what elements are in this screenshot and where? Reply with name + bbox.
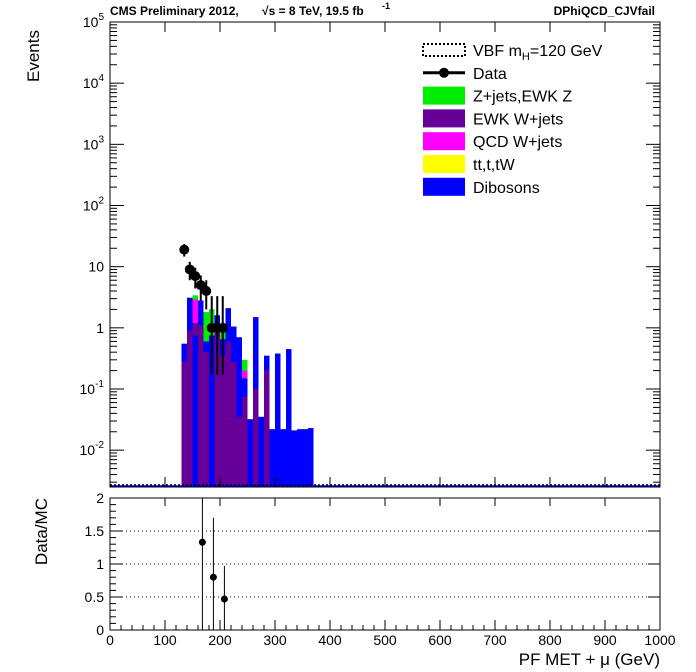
bar-ewk-w-jets-8 bbox=[225, 341, 231, 487]
cms-label: CMS Preliminary 2012, bbox=[110, 4, 239, 18]
ratio-y-axis-title: Data/MC bbox=[32, 498, 51, 565]
bar-dibosons-17 bbox=[275, 353, 281, 487]
ratio-point bbox=[209, 573, 217, 581]
main-frame bbox=[109, 21, 661, 488]
x-tick-label: 800 bbox=[538, 632, 562, 648]
bar-ewk-w-jets-6 bbox=[214, 325, 220, 487]
x-tick-label: 1000 bbox=[644, 632, 675, 648]
bar-dibosons-5 bbox=[209, 335, 215, 487]
x-tick-label: 900 bbox=[593, 632, 617, 648]
bar-dibosons-2 bbox=[192, 335, 198, 487]
channel-label: DPhiQCD_CJVfail bbox=[554, 4, 655, 18]
bar-dibosons-16 bbox=[269, 429, 275, 487]
legend-signal-marker bbox=[422, 43, 466, 57]
x-tick-label: 200 bbox=[208, 632, 232, 648]
bar-ewk-w-jets-3 bbox=[198, 325, 204, 487]
bar-ewk-w-jets-9 bbox=[231, 361, 237, 487]
x-tick-label: 600 bbox=[428, 632, 452, 648]
bar-dibosons-18 bbox=[280, 429, 286, 487]
y-tick-label: 10 bbox=[88, 259, 104, 275]
ratio-y-tick-label: 0.5 bbox=[85, 589, 105, 605]
x-tick-label: 300 bbox=[263, 632, 287, 648]
main-panel: 10-2 10-1 1 10 102 103 104 105 Events VBF mH=12… bbox=[24, 12, 661, 488]
ratio-y-tick-label: 0 bbox=[96, 622, 104, 638]
legend-label: EWK W+jets bbox=[473, 111, 563, 128]
y-tick-label: 104 bbox=[83, 73, 105, 91]
x-tick-label: 0 bbox=[106, 632, 114, 648]
data-point bbox=[201, 286, 212, 297]
legend-swatch bbox=[423, 155, 465, 173]
bar-dibosons-19 bbox=[286, 349, 292, 487]
bar-dibosons-23 bbox=[308, 428, 314, 487]
bar-dibosons-21 bbox=[297, 429, 303, 487]
bar-dibosons-20 bbox=[291, 430, 297, 487]
bar-dibosons-14 bbox=[258, 416, 264, 487]
x-tick-label: 700 bbox=[483, 632, 507, 648]
legend-swatch bbox=[423, 109, 465, 128]
bar-ewk-w-jets-1 bbox=[187, 330, 193, 487]
legend-label: tt,t,tW bbox=[473, 157, 516, 174]
data-points bbox=[179, 244, 228, 375]
y-tick-label: 105 bbox=[83, 12, 105, 30]
ratio-y-tick-label: 1 bbox=[96, 556, 104, 572]
ratio-frame bbox=[109, 497, 661, 631]
y-tick-label: 103 bbox=[83, 134, 105, 152]
x-axis-title: PF MET + μ (GeV) bbox=[519, 650, 660, 669]
y-tick-label: 10-2 bbox=[80, 440, 105, 458]
data-point bbox=[179, 244, 190, 255]
data-point bbox=[190, 271, 201, 282]
x-tick-label: 500 bbox=[373, 632, 397, 648]
legend-label: Dibosons bbox=[473, 180, 540, 197]
bar-ewk-w-jets-10 bbox=[236, 416, 242, 487]
legend-label: Data bbox=[473, 66, 507, 83]
y-tick-label: 102 bbox=[83, 196, 105, 214]
data-point bbox=[217, 322, 228, 333]
main-y-axis: 10-2 10-1 1 10 102 103 104 105 bbox=[80, 12, 661, 487]
stacked-bars bbox=[110, 295, 660, 487]
x-tick-label: 400 bbox=[318, 632, 342, 648]
bar-dibosons-22 bbox=[302, 429, 308, 487]
ratio-y-tick-label: 1.5 bbox=[85, 523, 105, 539]
x-tick-label: 100 bbox=[153, 632, 177, 648]
ratio-point bbox=[198, 538, 206, 546]
ratio-point bbox=[220, 595, 228, 603]
bar-dibosons-10 bbox=[236, 337, 242, 487]
legend-label: Z+jets,EWK Z bbox=[473, 89, 572, 106]
data-point bbox=[184, 264, 195, 275]
ratio-y-tick-label: 2 bbox=[96, 490, 104, 506]
y-tick-label: 10-1 bbox=[80, 379, 105, 397]
main-y-axis-title: Events bbox=[24, 30, 43, 82]
energy-label: √s = 8 TeV, 19.5 fb bbox=[262, 4, 364, 18]
bar-ewk-w-jets-4 bbox=[203, 352, 209, 487]
ratio-panel: 0 0.5 1 1.5 2 0 100 200 300 400 500 600 700 800 900 100… bbox=[32, 490, 676, 669]
legend-label: QCD W+jets bbox=[473, 134, 562, 151]
bar-ewk-w-jets-15 bbox=[264, 370, 270, 487]
bar-ewk-w-jets-0 bbox=[181, 361, 187, 487]
legend: VBF mH=120 GeV Data Z+jets,EWK Z EWK W+jets… bbox=[422, 43, 603, 197]
ratio-frame-bg bbox=[110, 498, 660, 630]
y-tick-label: 1 bbox=[96, 320, 104, 336]
legend-label: VBF mH=120 GeV bbox=[473, 43, 603, 63]
bar-ewk-w-jets-13 bbox=[253, 389, 259, 487]
legend-swatch bbox=[423, 177, 465, 196]
bar-ewk-w-jets-11 bbox=[242, 396, 248, 487]
legend-swatch bbox=[423, 86, 465, 105]
lumi-exponent: -1 bbox=[382, 1, 390, 11]
legend-swatch bbox=[423, 132, 465, 151]
bar-ewk-w-jets-7 bbox=[220, 355, 226, 487]
ratio-points bbox=[198, 498, 228, 630]
legend-data-marker bbox=[439, 67, 449, 78]
bar-dibosons-12 bbox=[247, 419, 253, 487]
